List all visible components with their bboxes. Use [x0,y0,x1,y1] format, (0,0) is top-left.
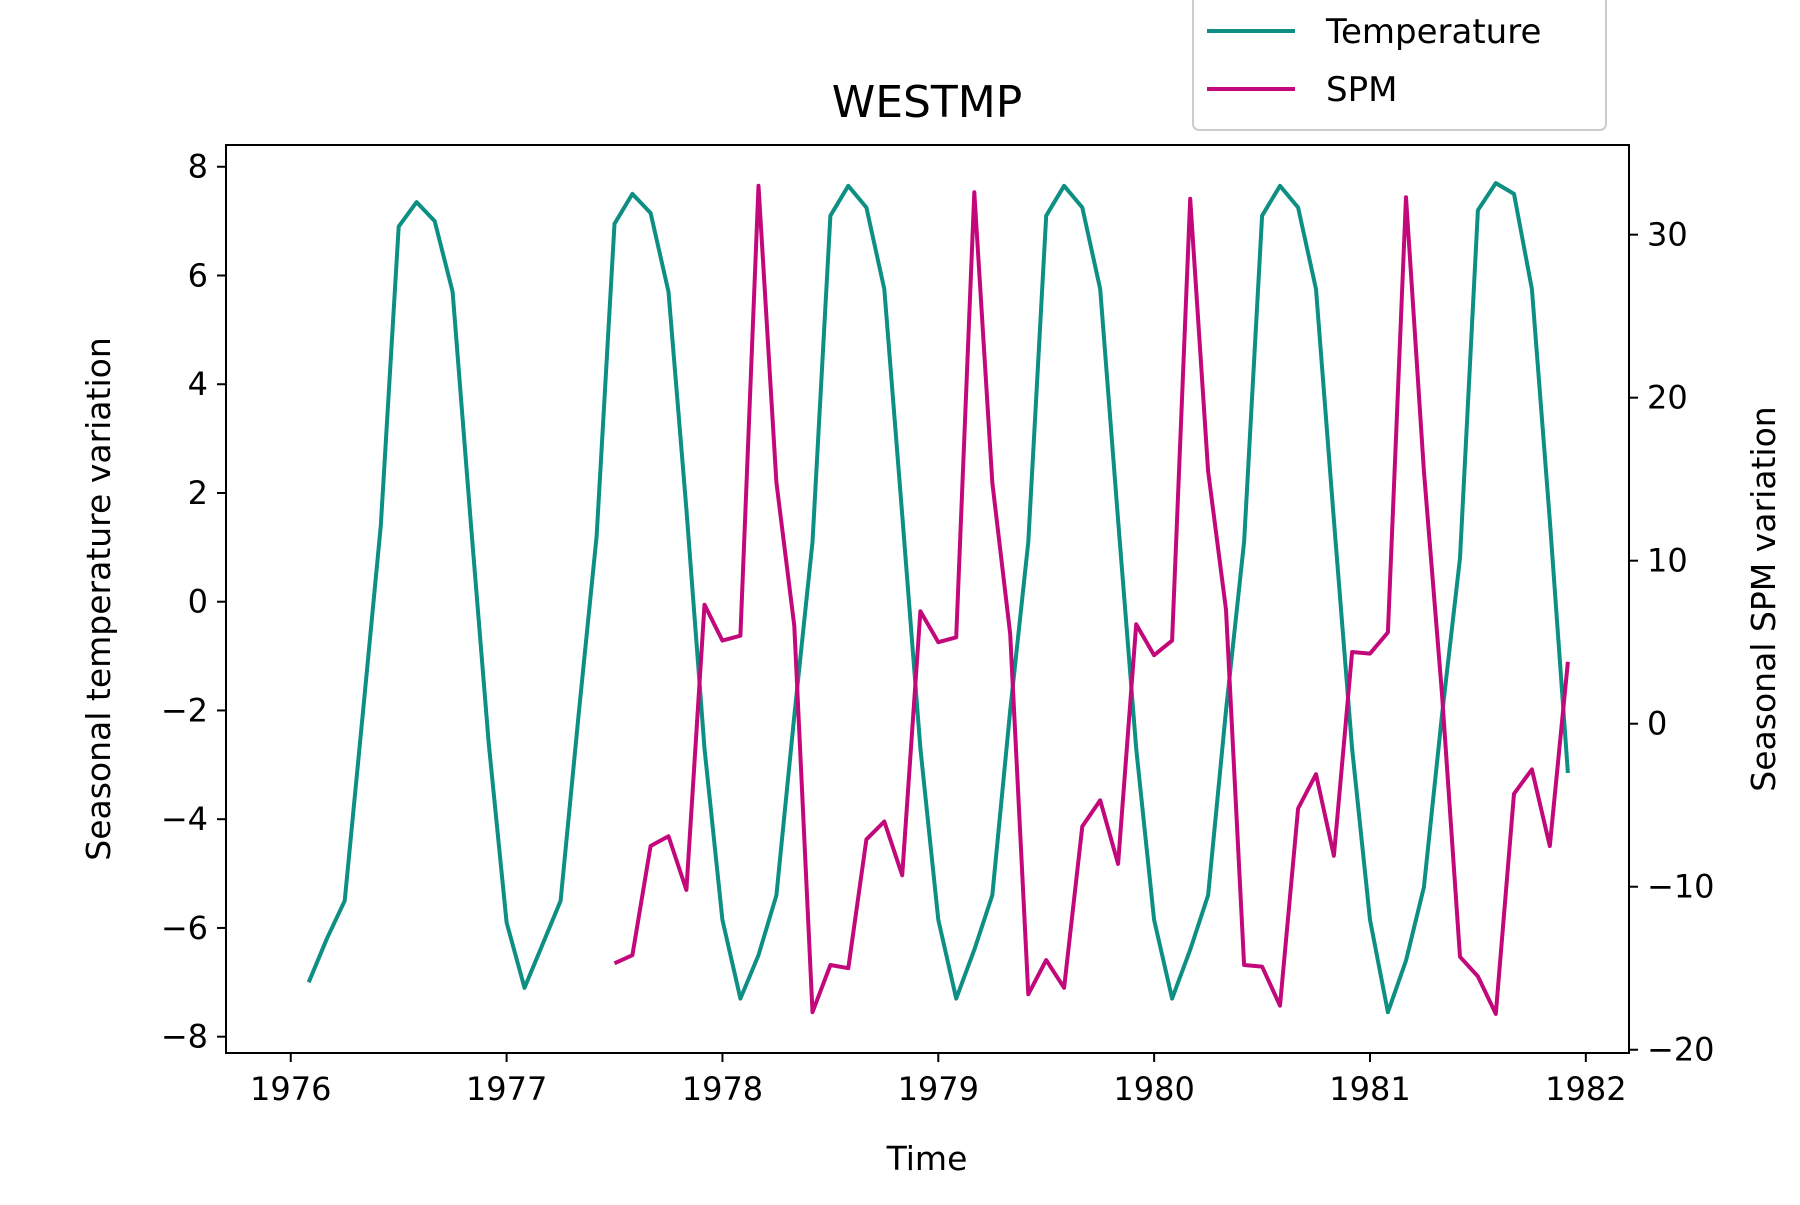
y-axis-label: Seasonal temperature variation [79,337,118,861]
x-tick-label: 1978 [682,1070,763,1108]
legend-box [1192,0,1607,131]
x-axis-label: Time [886,1139,968,1178]
y-tick-label: 0 [188,583,208,621]
y2-tick-label: −20 [1647,1031,1715,1069]
y-tick-label: 6 [188,256,208,294]
legend-label-spm: SPM [1326,70,1397,110]
plot-area-frame [225,144,1630,1054]
y-tick-label: 4 [188,365,208,403]
x-tick-label: 1976 [250,1070,331,1108]
legend-label-temperature: Temperature [1325,12,1541,52]
y2-tick-label: 30 [1647,216,1688,254]
x-tick-label: 1981 [1329,1070,1410,1108]
ticks-layer: 1976 1977 1978 1979 1980 1981 1982−8−6−4−20246… [161,148,1715,1108]
x-tick-label: 1979 [898,1070,979,1108]
series-layer [306,181,1570,1016]
y2-tick-label: 20 [1647,379,1688,417]
x-tick-label: 1977 [466,1070,547,1108]
x-tick-label: 1982 [1545,1070,1626,1108]
y2-axis-label: Seasonal SPM variation [1744,406,1783,791]
y2-tick-label: 0 [1647,705,1667,743]
series-line-temperature [306,181,1570,1015]
legend: Temperature SPM [1192,0,1607,131]
y-tick-label: −6 [161,909,208,947]
chart-title: WESTMP [832,77,1023,128]
y-tick-label: −4 [161,800,208,838]
x-tick-label: 1980 [1113,1070,1194,1108]
y-tick-label: 8 [188,148,208,186]
y-tick-label: −2 [161,691,208,729]
series-line-spm [613,183,1570,1016]
y2-tick-label: 10 [1647,542,1688,580]
y-tick-label: 2 [188,474,208,512]
y2-tick-label: −10 [1647,868,1715,906]
y-tick-label: −8 [161,1018,208,1056]
